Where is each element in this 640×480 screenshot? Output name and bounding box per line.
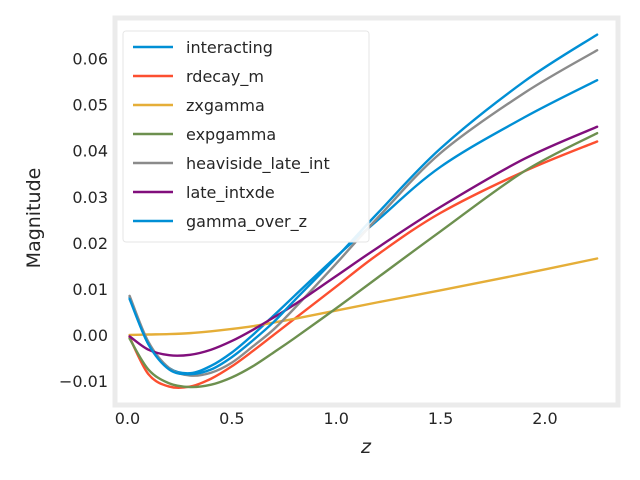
legend-label: zxgamma: [186, 96, 265, 115]
x-tick-label: 0.5: [219, 409, 244, 428]
series-line-expgamma: [128, 131, 599, 389]
y-tick-label: 0.05: [72, 96, 108, 115]
series-line-late-intxde: [128, 125, 599, 357]
x-tick-label: 0.0: [115, 409, 140, 428]
x-tick-labels: 0.0 0.5 1.0 1.5 2.0: [115, 409, 558, 428]
series-line-rdecay-m: [128, 140, 599, 390]
x-tick-label: 1.0: [324, 409, 349, 428]
series-lines: [128, 33, 599, 390]
x-axis-label: z: [360, 436, 372, 458]
legend-label: interacting: [186, 38, 273, 57]
y-tick-label: 0.03: [72, 188, 108, 207]
legend-label: gamma_over_z: [186, 212, 307, 232]
y-tick-label: 0.01: [72, 280, 108, 299]
legend-box: [122, 30, 370, 243]
y-tick-label: 0.04: [72, 142, 108, 161]
x-tick-label: 1.5: [428, 409, 453, 428]
y-tick-label: 0.06: [72, 50, 108, 69]
series-line-gamma-over-z: [128, 33, 599, 376]
y-tick-label: −0.01: [59, 372, 108, 391]
y-tick-label: 0.00: [72, 326, 108, 345]
y-axis-label: Magnitude: [23, 168, 45, 269]
legend-label: late_intxde: [186, 183, 275, 203]
legend-label: rdecay_m: [186, 67, 264, 87]
legend-label: heaviside_late_int: [186, 154, 330, 174]
y-tick-label: 0.02: [72, 234, 108, 253]
legend-label: expgamma: [186, 125, 276, 144]
series-line-zxgamma: [128, 257, 599, 337]
x-tick-label: 2.0: [532, 409, 557, 428]
y-tick-labels: −0.01 0.00 0.01 0.02 0.03 0.04 0.05 0.06: [59, 50, 108, 391]
